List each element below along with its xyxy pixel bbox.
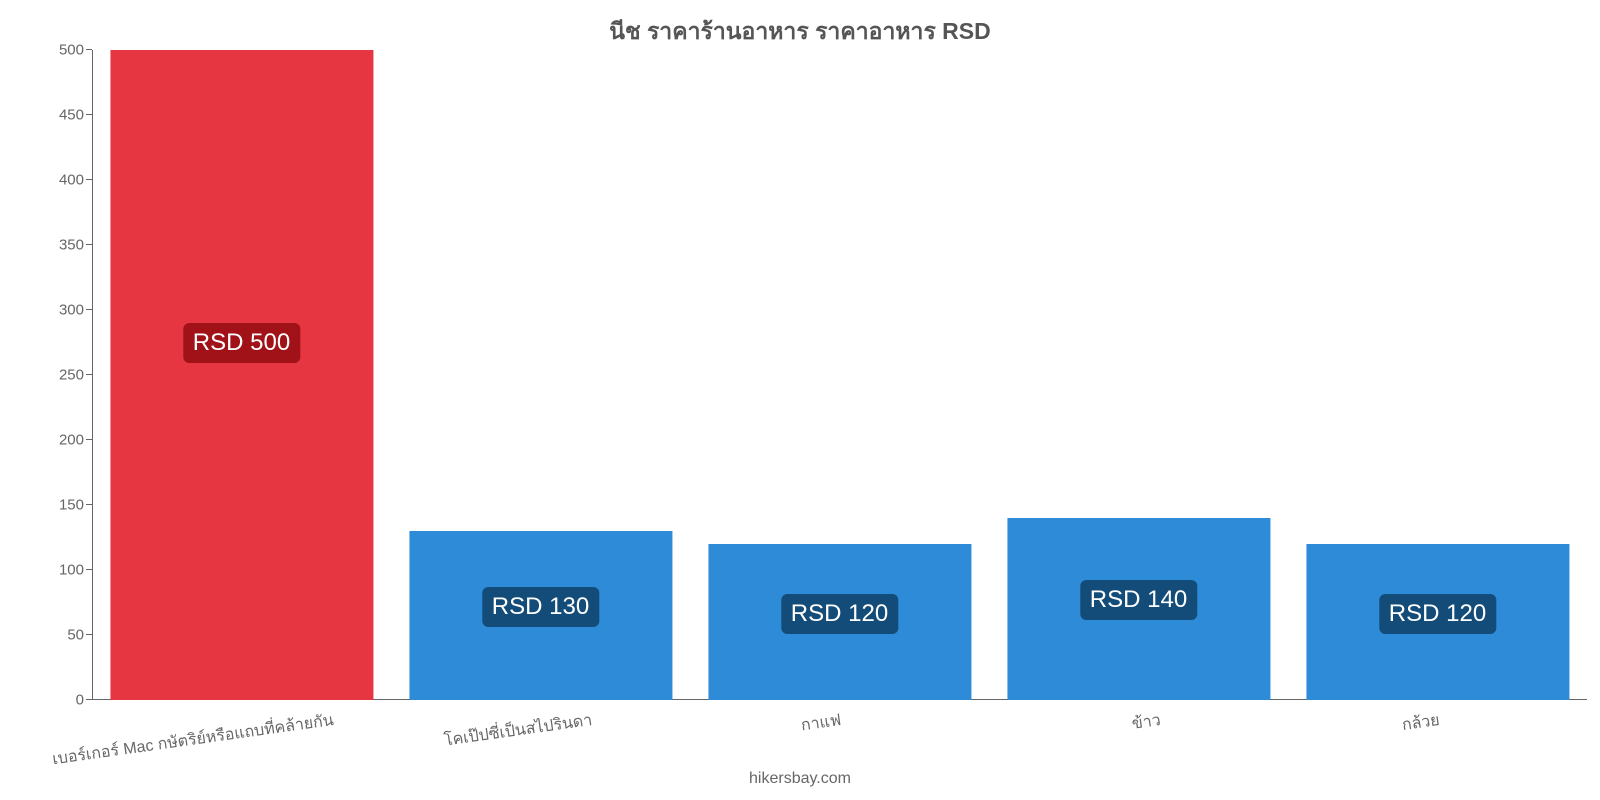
y-tick-label: 200 <box>59 432 92 449</box>
plot-area: 050100150200250300350400450500RSD 500เบอ… <box>92 50 1587 700</box>
x-category-label: กาแฟ <box>800 708 843 738</box>
x-category-label: ข้าว <box>1130 708 1162 737</box>
bar <box>110 50 373 700</box>
bar-value-label: RSD 500 <box>183 323 300 363</box>
bar-slot: RSD 130โคเป๊ปซี่เป็นสไปรินดา <box>391 50 690 700</box>
y-tick-label: 100 <box>59 562 92 579</box>
chart-container: นีช ราคาร้านอาหาร ราคาอาหาร RSD 05010015… <box>0 0 1600 800</box>
y-tick-label: 500 <box>59 42 92 59</box>
bar-value-label: RSD 120 <box>781 594 898 634</box>
bar-value-label: RSD 140 <box>1080 580 1197 620</box>
bar-slot: RSD 140ข้าว <box>989 50 1288 700</box>
y-tick-label: 300 <box>59 302 92 319</box>
y-tick-label: 50 <box>67 627 92 644</box>
y-tick-label: 400 <box>59 172 92 189</box>
bar-slot: RSD 120กล้วย <box>1288 50 1587 700</box>
x-category-label: กล้วย <box>1400 708 1441 738</box>
y-tick-label: 0 <box>76 692 92 709</box>
bar-slot: RSD 120กาแฟ <box>690 50 989 700</box>
x-category-label: โคเป๊ปซี่เป็นสไปรินดา <box>443 708 594 754</box>
y-tick-label: 150 <box>59 497 92 514</box>
y-tick-label: 350 <box>59 237 92 254</box>
y-tick-label: 250 <box>59 367 92 384</box>
bar-value-label: RSD 120 <box>1379 594 1496 634</box>
chart-title: นีช ราคาร้านอาหาร ราคาอาหาร RSD <box>0 0 1600 50</box>
bar-value-label: RSD 130 <box>482 587 599 627</box>
x-category-label: เบอร์เกอร์ Mac กษัตริย์หรือแถบที่คล้ายกั… <box>50 708 335 772</box>
bar-slot: RSD 500เบอร์เกอร์ Mac กษัตริย์หรือแถบที่… <box>92 50 391 700</box>
attribution-text: hikersbay.com <box>749 770 851 788</box>
y-tick-label: 450 <box>59 107 92 124</box>
